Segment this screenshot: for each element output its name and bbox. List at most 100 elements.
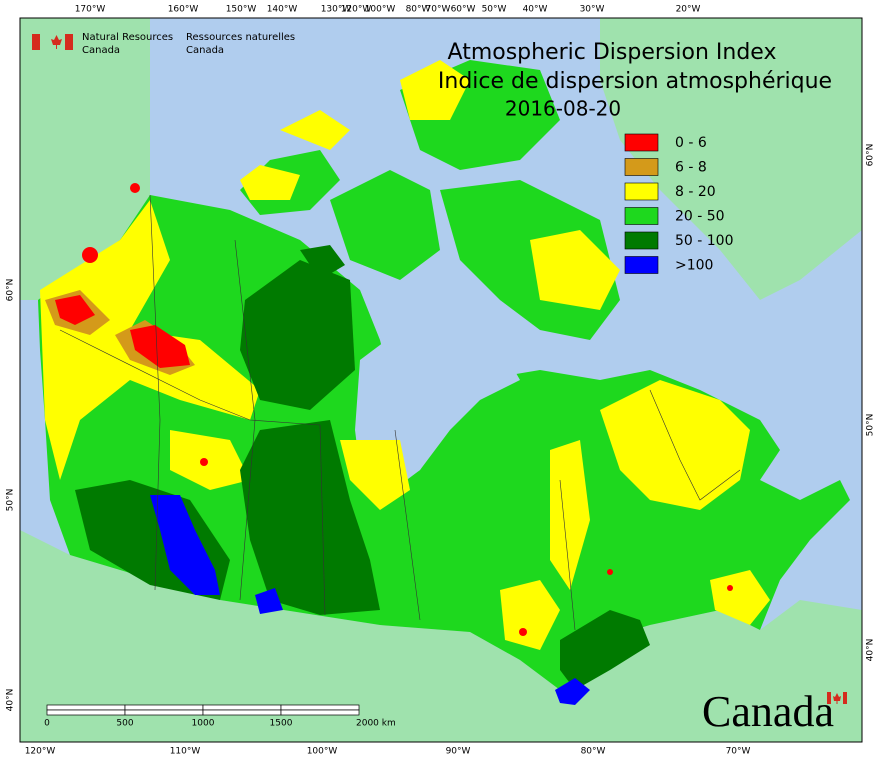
dispersion-0-6 — [82, 247, 98, 263]
scale-segment — [280, 704, 360, 711]
latitude-label: 50°N — [866, 414, 876, 437]
flag-bar — [843, 692, 847, 704]
legend-swatch — [624, 207, 659, 225]
dispersion-50-100 — [300, 245, 345, 280]
longitude-label: 60°W — [451, 5, 476, 15]
dispersion-8-20 — [550, 440, 590, 590]
latitude-label: 40°N — [6, 689, 16, 712]
dispersion-0-6 — [200, 458, 208, 466]
greenland — [600, 18, 862, 300]
maple-leaf — [833, 693, 841, 704]
dispersion-8-20 — [340, 440, 410, 510]
longitude-label: 170°W — [75, 5, 106, 15]
legend-label: >100 — [675, 258, 713, 274]
arctic-island — [280, 110, 350, 150]
longitude-label: 150°W — [226, 5, 257, 15]
alaska — [20, 18, 150, 300]
map-title: Atmospheric Dispersion Index — [448, 40, 777, 65]
flag-bar — [65, 34, 73, 50]
longitude-label: 140°W — [267, 5, 298, 15]
legend-label: 0 - 6 — [675, 135, 707, 151]
latitude-label: 50°N — [6, 489, 16, 512]
scale-segment — [46, 704, 126, 711]
dispersion-8-20 — [530, 230, 620, 310]
dispersion-8-20 — [500, 580, 560, 650]
map-title-fr: Indice de dispersion atmosphérique — [438, 69, 832, 94]
longitude-label: 100°W — [307, 747, 338, 757]
agency-name-en: Canada — [82, 45, 120, 56]
border-line — [59, 329, 321, 426]
map-frame — [19, 17, 863, 743]
longitude-label: 90°W — [446, 747, 471, 757]
longitude-label: 120°W — [341, 5, 372, 15]
scale-segment — [202, 709, 282, 716]
scale-label: 1000 — [192, 719, 215, 729]
longitude-label: 30°W — [580, 5, 605, 15]
dispersion-50-100 — [240, 420, 380, 615]
legend: 0 - 6 6 - 8 8 - 20 20 - 50 50 - 100 >100 — [624, 133, 734, 274]
longitude-label: 120°W — [25, 747, 56, 757]
longitude-label: 80°W — [581, 747, 606, 757]
longitude-label: 70°W — [726, 747, 751, 757]
dispersion-0-6 — [727, 585, 733, 591]
scale-bar: 0 500 1000 1500 2000 km — [44, 704, 396, 729]
dispersion-8-20 — [600, 380, 750, 510]
longitude-label: 160°W — [168, 5, 199, 15]
dispersion-8-20 — [240, 165, 300, 200]
legend-label: 50 - 100 — [675, 233, 734, 249]
legend-swatch — [624, 182, 659, 201]
border-line — [234, 239, 256, 601]
agency-name-fr: Ressources naturelles — [186, 32, 295, 43]
arctic-island — [330, 170, 440, 280]
legend-label: 20 - 50 — [675, 209, 725, 225]
borders — [59, 194, 741, 631]
map-date: 2016-08-20 — [505, 97, 621, 121]
scale-segment — [280, 709, 360, 716]
legend-label: 6 - 8 — [675, 160, 707, 176]
legend-swatch — [624, 231, 659, 250]
scale-segment — [46, 709, 126, 716]
border-line — [649, 389, 741, 501]
flag-bar — [827, 692, 831, 704]
dispersion-over-100 — [255, 588, 283, 614]
longitude-label: 20°W — [676, 5, 701, 15]
longitude-label: 80°W — [406, 5, 431, 15]
legend-swatch — [624, 158, 659, 176]
dispersion-8-20 — [400, 60, 470, 120]
legend-label: 8 - 20 — [675, 184, 716, 200]
dispersion-50-100 — [240, 260, 355, 410]
dispersion-0-6 — [55, 295, 95, 325]
dispersion-8-20 — [170, 430, 250, 490]
scale-label: 0 — [44, 719, 50, 729]
scale-label: 2000 km — [356, 719, 396, 729]
dispersion-0-6 — [130, 183, 140, 193]
scale-label: 500 — [116, 719, 133, 729]
legend-swatch — [624, 133, 659, 152]
scale-segment — [124, 709, 204, 716]
border-line — [394, 429, 421, 621]
dispersion-0-6 — [607, 569, 613, 575]
dispersion-over-100 — [555, 678, 590, 705]
longitude-label: 110°W — [170, 747, 201, 757]
longitude-label: 100°W — [365, 5, 396, 15]
canada-wordmark: Canada — [702, 687, 834, 736]
border-line — [149, 194, 161, 591]
dispersion-over-100 — [150, 495, 220, 595]
scale-segment — [202, 704, 282, 711]
agency-name-en: Natural Resources — [82, 32, 173, 43]
longitude-label: 70°W — [426, 5, 451, 15]
longitude-label: 50°W — [482, 5, 507, 15]
scale-segment — [124, 704, 204, 711]
flag-bar — [32, 34, 40, 50]
agency-name-fr: Canada — [186, 45, 224, 56]
dispersion-0-6 — [519, 628, 527, 636]
border-line — [319, 424, 326, 616]
latitude-label: 60°N — [6, 279, 16, 302]
legend-swatch — [624, 256, 659, 274]
canada-mainland — [38, 195, 850, 690]
dispersion-8-20 — [710, 570, 770, 625]
scale-label: 1500 — [270, 719, 293, 729]
latitude-label: 40°N — [866, 639, 876, 662]
